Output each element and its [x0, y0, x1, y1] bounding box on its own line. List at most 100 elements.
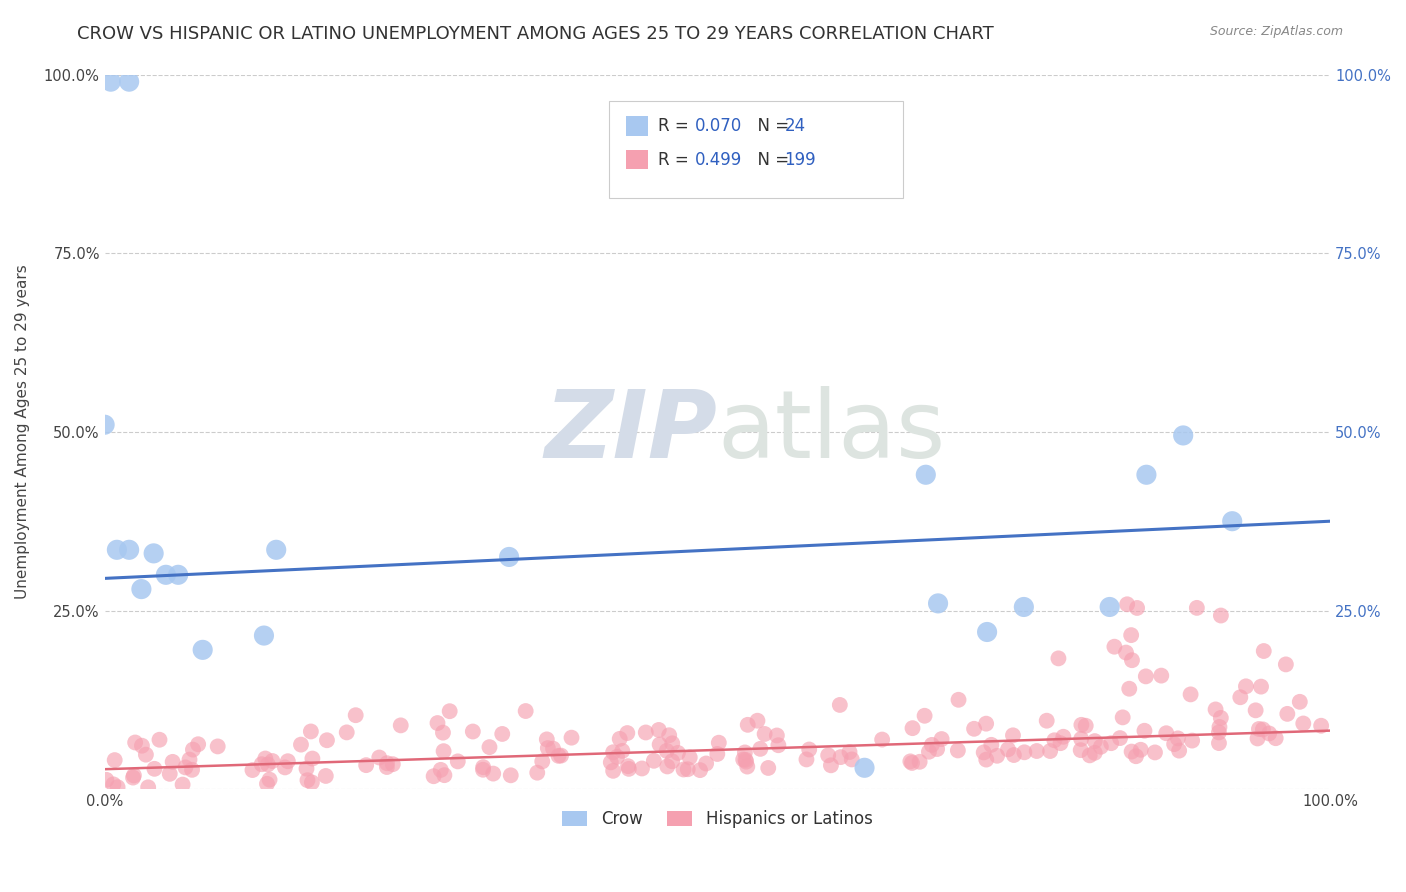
- Point: [679, 750, 702, 764]
- Point: [1049, 736, 1071, 750]
- Point: [1135, 669, 1157, 683]
- Point: [550, 748, 572, 763]
- Point: [439, 704, 461, 718]
- Point: [336, 725, 359, 739]
- Point: [264, 542, 287, 557]
- Point: [254, 751, 277, 765]
- Point: [1135, 467, 1157, 482]
- Point: [1043, 733, 1066, 747]
- Point: [560, 731, 582, 745]
- Point: [1208, 725, 1230, 739]
- Point: [354, 758, 377, 772]
- Point: [927, 742, 949, 756]
- Point: [735, 759, 758, 773]
- Point: [676, 762, 699, 776]
- Point: [187, 737, 209, 751]
- Point: [1098, 599, 1121, 614]
- Point: [536, 732, 558, 747]
- Point: [433, 768, 456, 782]
- Point: [631, 762, 654, 776]
- Point: [986, 748, 1008, 763]
- Point: [1181, 733, 1204, 747]
- Point: [1084, 734, 1107, 748]
- Point: [142, 546, 165, 560]
- Point: [658, 728, 681, 742]
- Point: [256, 777, 278, 791]
- Point: [931, 732, 953, 747]
- Point: [315, 769, 337, 783]
- Point: [657, 759, 679, 773]
- Point: [1185, 600, 1208, 615]
- Point: [1209, 608, 1232, 623]
- Point: [830, 750, 852, 764]
- Point: [706, 747, 728, 761]
- Point: [1047, 651, 1070, 665]
- Point: [914, 467, 936, 482]
- Point: [599, 756, 621, 770]
- Point: [1150, 668, 1173, 682]
- Point: [181, 742, 204, 756]
- Point: [1250, 680, 1272, 694]
- Point: [817, 748, 839, 763]
- Point: [207, 739, 229, 754]
- Point: [155, 567, 177, 582]
- Point: [478, 740, 501, 755]
- Point: [429, 763, 451, 777]
- Point: [1035, 714, 1057, 728]
- Point: [131, 739, 153, 753]
- Point: [491, 727, 513, 741]
- Point: [870, 732, 893, 747]
- Point: [432, 725, 454, 739]
- Point: [914, 708, 936, 723]
- Point: [766, 729, 789, 743]
- Point: [1039, 744, 1062, 758]
- Point: [1133, 723, 1156, 738]
- Point: [422, 769, 444, 783]
- Point: [634, 725, 657, 739]
- Point: [1264, 731, 1286, 746]
- Point: [181, 763, 204, 777]
- Point: [1173, 428, 1195, 442]
- Point: [1246, 731, 1268, 746]
- Point: [1209, 711, 1232, 725]
- Point: [974, 753, 997, 767]
- Point: [1277, 706, 1299, 721]
- Point: [472, 763, 495, 777]
- Point: [1118, 681, 1140, 696]
- Point: [242, 763, 264, 777]
- Point: [1208, 720, 1230, 734]
- Point: [1111, 710, 1133, 724]
- Text: CROW VS HISPANIC OR LATINO UNEMPLOYMENT AMONG AGES 25 TO 29 YEARS CORRELATION CH: CROW VS HISPANIC OR LATINO UNEMPLOYMENT …: [77, 25, 994, 43]
- Point: [1180, 687, 1202, 701]
- Point: [461, 724, 484, 739]
- Point: [754, 727, 776, 741]
- Point: [148, 732, 170, 747]
- Point: [1258, 726, 1281, 740]
- Point: [547, 748, 569, 763]
- Point: [1104, 640, 1126, 654]
- Point: [1121, 653, 1143, 667]
- Point: [162, 755, 184, 769]
- Point: [1234, 679, 1257, 693]
- Point: [1109, 731, 1132, 745]
- Point: [143, 762, 166, 776]
- Point: [908, 755, 931, 769]
- Point: [695, 756, 717, 771]
- Text: 24: 24: [785, 117, 806, 135]
- Point: [136, 780, 159, 795]
- Point: [290, 738, 312, 752]
- Point: [498, 549, 520, 564]
- Point: [609, 731, 631, 746]
- Point: [612, 744, 634, 758]
- Point: [389, 718, 412, 732]
- Point: [104, 753, 127, 767]
- Text: R =: R =: [658, 151, 695, 169]
- Point: [1001, 728, 1024, 742]
- Point: [250, 757, 273, 772]
- Point: [1052, 730, 1074, 744]
- Point: [948, 693, 970, 707]
- Point: [295, 762, 318, 776]
- Point: [747, 714, 769, 728]
- Point: [1074, 719, 1097, 733]
- Point: [1167, 731, 1189, 746]
